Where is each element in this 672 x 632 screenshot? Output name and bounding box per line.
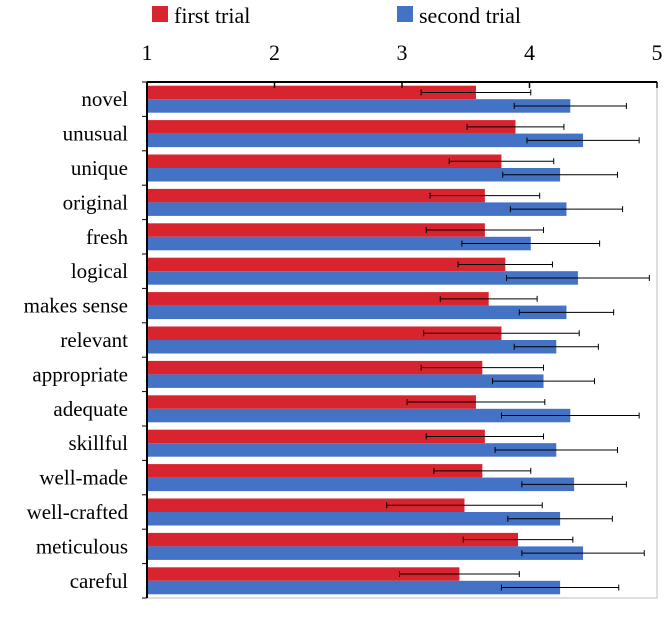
category-label-11: well-made	[39, 466, 128, 490]
bar-1-9	[148, 395, 476, 409]
legend-label-second-trial: second trial	[419, 3, 521, 28]
category-label-3: original	[63, 190, 128, 214]
x-tick-label-2: 3	[397, 40, 408, 65]
category-label-14: careful	[70, 569, 128, 593]
bar-2-9	[148, 408, 571, 423]
bar-1-10	[148, 429, 485, 444]
bar-1-7	[148, 326, 502, 340]
bar-1-13	[148, 532, 519, 547]
bar-1-1	[148, 120, 516, 134]
x-tick-label-3: 4	[524, 40, 535, 65]
bar-1-12	[148, 498, 465, 512]
legend: first trial second trial	[152, 3, 521, 28]
bar-2-14	[148, 580, 561, 595]
bar-1-0	[148, 85, 476, 100]
category-label-5: logical	[71, 259, 128, 283]
bar-2-4	[148, 236, 531, 251]
category-label-12: well-crafted	[27, 500, 129, 524]
bar-2-3	[148, 202, 567, 216]
legend-swatch-second-trial	[397, 6, 413, 22]
bar-2-10	[148, 443, 557, 457]
bar-2-6	[148, 305, 567, 320]
x-tick-label-0: 1	[142, 40, 153, 65]
bar-2-7	[148, 340, 557, 354]
category-label-0: novel	[81, 87, 128, 111]
category-label-4: fresh	[86, 225, 128, 249]
plot-area: 1 2 3 4 5 novel unusual unique original fresh logi…	[24, 40, 663, 599]
legend-label-first-trial: first trial	[174, 3, 250, 28]
category-label-7: relevant	[60, 328, 128, 352]
bar-1-11	[148, 464, 483, 478]
bar-1-4	[148, 223, 485, 237]
bar-2-13	[148, 546, 584, 560]
bar-2-8	[148, 374, 544, 388]
bar-1-3	[148, 188, 485, 203]
category-label-1: unusual	[63, 122, 128, 146]
bar-2-12	[148, 512, 561, 526]
bar-1-2	[148, 154, 502, 168]
bar-2-0	[148, 99, 571, 113]
category-label-9: adequate	[53, 397, 128, 421]
category-label-10: skillful	[68, 431, 128, 455]
bar-1-6	[148, 292, 489, 306]
bar-1-8	[148, 360, 483, 375]
bar-2-2	[148, 168, 561, 182]
bar-1-14	[148, 567, 460, 581]
bar-2-5	[148, 271, 578, 285]
category-label-6: makes sense	[24, 294, 128, 318]
category-label-13: meticulous	[36, 534, 128, 558]
category-label-2: unique	[71, 156, 128, 180]
x-tick-label-1: 2	[269, 40, 280, 65]
legend-swatch-first-trial	[152, 6, 168, 22]
category-label-8: appropriate	[32, 362, 128, 386]
x-tick-label-4: 5	[652, 40, 663, 65]
bar-2-1	[148, 133, 584, 148]
bar-1-5	[148, 257, 506, 272]
bar-2-11	[148, 477, 575, 492]
